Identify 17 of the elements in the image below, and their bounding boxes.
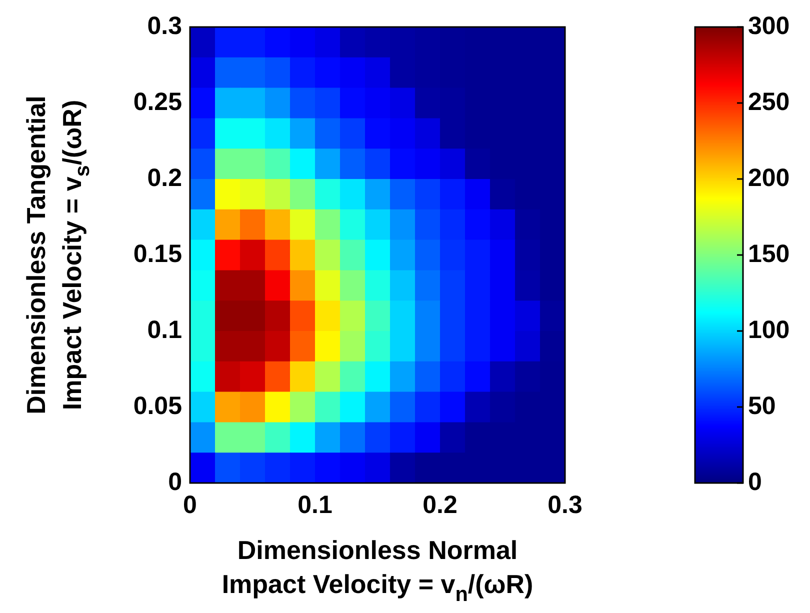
y-tick-label: 0.1 bbox=[147, 316, 182, 344]
x-tick-label: 0.3 bbox=[548, 490, 582, 519]
color-bar-label: 0 bbox=[748, 468, 762, 496]
y-tick-label: 0.05 bbox=[133, 392, 182, 420]
y-tick-label: 0.25 bbox=[133, 88, 182, 116]
color-bar-label: 50 bbox=[748, 392, 776, 420]
y-tick-label: 0 bbox=[168, 468, 182, 496]
color-bar-label: 250 bbox=[748, 88, 790, 116]
x-tick-label: 0.2 bbox=[422, 490, 458, 519]
color-bar-label: 150 bbox=[748, 240, 790, 268]
y-tick-label: 0.2 bbox=[147, 164, 182, 192]
x-tick-label: 0.1 bbox=[298, 490, 332, 519]
color-bar-label: 100 bbox=[748, 316, 790, 344]
y-tick-label: 0.15 bbox=[133, 240, 182, 268]
color-bar-label: 300 bbox=[748, 12, 790, 40]
color-bar-label: 200 bbox=[748, 164, 790, 192]
y-tick-label: 0.3 bbox=[147, 12, 182, 40]
